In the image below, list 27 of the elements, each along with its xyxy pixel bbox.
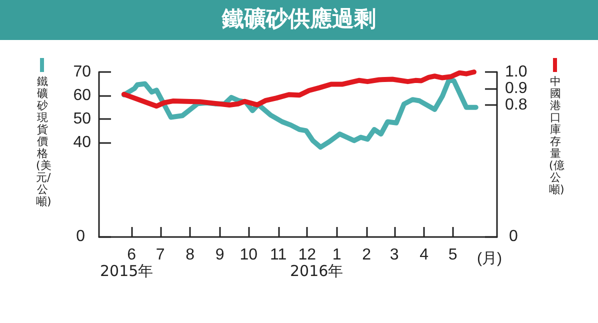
y2-tick-label: 0	[509, 228, 518, 246]
x-axis-title: (月)	[477, 250, 502, 267]
x-tick-label: 4	[420, 246, 429, 264]
x-tick-label: 7	[156, 246, 165, 264]
x-tick-label: 5	[448, 246, 458, 264]
text: 2016年	[290, 262, 344, 281]
x-tick-label: 8	[186, 246, 195, 264]
y2-tick-label: 0.9	[505, 80, 528, 97]
x-tick-label: 6	[127, 246, 136, 264]
x-tick-label: 10	[240, 246, 258, 264]
y-tick-label: 0	[76, 228, 85, 246]
y-tick-label: 50	[73, 110, 92, 128]
y2-tick-label: 1.0	[505, 64, 528, 80]
y-tick-label: 40	[73, 134, 92, 152]
y-tick-label: 70	[73, 64, 92, 80]
text: 2015年	[100, 262, 154, 281]
y2-tick-label: 0.8	[505, 96, 528, 114]
text: 鐵礦砂現貨價格(美元/公噸)	[36, 75, 52, 208]
y-tick-label: 60	[73, 87, 92, 104]
x-tick-label: 3	[390, 246, 399, 264]
x-tick-label: 12	[298, 246, 316, 264]
x-tick-label: 11	[270, 246, 287, 264]
x-tick-label: 9	[215, 246, 224, 264]
x-tick-label: 1	[332, 246, 342, 264]
text: 中國港口庫存量(億公噸)	[549, 75, 564, 196]
x-tick-label: 2	[362, 246, 372, 264]
chart-title: 鐵礦砂供應過剩	[0, 0, 598, 40]
